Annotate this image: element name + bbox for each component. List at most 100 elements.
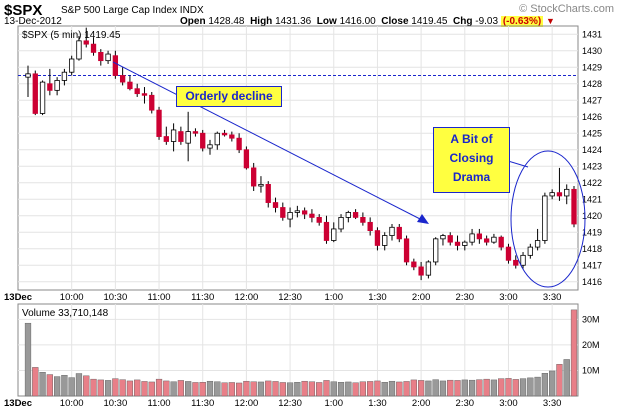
candle-body xyxy=(178,131,184,142)
volume-bar xyxy=(447,379,454,397)
candle-body xyxy=(462,241,468,246)
candle-body xyxy=(280,207,286,218)
volume-bar xyxy=(570,309,578,397)
candle-body xyxy=(411,261,417,268)
volume-bar xyxy=(425,380,432,397)
candle-body xyxy=(185,131,191,144)
candle-body xyxy=(47,83,53,91)
candle-body xyxy=(170,129,177,142)
candle-body xyxy=(382,235,388,246)
ohlc-readout: Open 1428.48 High 1431.36 Low 1416.00 Cl… xyxy=(180,16,555,27)
volume-bar xyxy=(454,380,461,397)
candle-body xyxy=(83,40,89,45)
volume-bar xyxy=(323,380,330,397)
volume-bar xyxy=(250,381,257,397)
volume-bar xyxy=(61,375,68,397)
volume-bar xyxy=(54,376,61,397)
volume-bar xyxy=(97,379,104,397)
price-tick-label: 1421 xyxy=(582,194,602,204)
time-tick-label: 2:00 xyxy=(412,292,431,303)
volume-bar xyxy=(505,378,512,397)
candle-body xyxy=(483,238,490,243)
candle-body xyxy=(229,134,235,139)
candle-body xyxy=(309,213,315,218)
volume-bar xyxy=(345,381,352,397)
candle-body xyxy=(265,183,271,203)
volume-bar xyxy=(549,370,556,397)
time-tick-label: 3:30 xyxy=(543,292,562,303)
volume-bar xyxy=(374,380,381,397)
annotation-orderly-decline: Orderly decline xyxy=(176,86,282,107)
candle-body xyxy=(119,75,126,83)
time-tick-label: 3:00 xyxy=(499,292,518,303)
volume-bar xyxy=(24,322,32,397)
candle-body xyxy=(520,254,526,266)
candle-body xyxy=(323,221,330,241)
volume-bar xyxy=(221,382,228,397)
annotation-closing-line-2: Closing xyxy=(449,151,494,165)
candle-body xyxy=(469,233,475,243)
trend-arrow-line xyxy=(112,61,425,222)
time-tick-label: 12:30 xyxy=(278,398,302,409)
price-tick-label: 1419 xyxy=(582,227,602,237)
price-tick-label: 1423 xyxy=(582,161,602,171)
volume-bar xyxy=(279,382,286,397)
volume-bar xyxy=(46,374,53,397)
candle-body xyxy=(243,149,250,169)
candle-body xyxy=(331,228,337,241)
volume-bar xyxy=(498,378,505,397)
candle-body xyxy=(192,131,199,134)
price-tick-label: 1424 xyxy=(582,145,602,155)
candle-body xyxy=(491,236,497,243)
time-tick-label: 1:30 xyxy=(368,398,387,409)
volume-bar xyxy=(294,382,301,397)
volume-bar xyxy=(316,382,323,397)
time-tick-label: 2:30 xyxy=(456,292,475,303)
time-tick-label: 10:30 xyxy=(103,292,127,303)
time-tick-label: 11:00 xyxy=(148,292,171,303)
candle-body xyxy=(200,132,206,149)
time-tick-label: 1:30 xyxy=(368,292,387,303)
candle-body xyxy=(236,137,242,151)
volume-bars xyxy=(24,309,578,397)
candle-body xyxy=(403,238,410,263)
candle-body xyxy=(294,210,301,213)
low-value: 1416.00 xyxy=(339,16,376,27)
candle-body xyxy=(105,53,111,62)
candle-body xyxy=(374,230,381,246)
index-name: S&P 500 Large Cap Index xyxy=(61,5,178,16)
volume-bar xyxy=(468,379,476,397)
volume-bar xyxy=(214,381,221,397)
time-tick-label: 12:00 xyxy=(235,398,259,409)
chart-date: 13-Dec-2012 xyxy=(4,16,62,27)
x-axis-labels: 13Dec 13Dec 10:00 10:00 10:30 10:30 11:00 11:00… xyxy=(4,292,561,409)
candle-body xyxy=(513,259,519,266)
time-tick-label: 1:00 xyxy=(325,292,344,303)
volume-bar xyxy=(206,380,214,397)
volume-bar xyxy=(192,382,199,397)
price-tick-label: 1422 xyxy=(582,178,602,188)
candle-body xyxy=(127,81,133,90)
time-tick-label: 10:30 xyxy=(103,398,127,409)
volume-bar xyxy=(396,381,403,397)
low-label: Low xyxy=(316,16,337,27)
chart-subtitle: S&P 500 Large Cap Index INDX xyxy=(61,5,204,16)
annotation-closing-drama: A Bit of Closing Drama xyxy=(433,127,510,193)
volume-bar xyxy=(308,381,316,397)
volume-bar xyxy=(148,381,155,397)
volume-bar xyxy=(519,378,527,397)
volume-tick-label: 10M xyxy=(582,365,600,375)
candle-body xyxy=(338,216,344,230)
volume-bar xyxy=(352,382,359,397)
candle-body xyxy=(214,132,220,146)
volume-bar xyxy=(126,380,134,397)
candle-body xyxy=(32,73,38,114)
volume-bar xyxy=(119,379,126,397)
volume-bar xyxy=(155,378,163,397)
time-tick-label: 13Dec xyxy=(4,292,32,303)
price-tick-label: 1417 xyxy=(582,260,602,270)
candle-body xyxy=(221,132,228,136)
volume-bar xyxy=(490,379,498,397)
price-legend: $SPX (5 min) 1419.45 xyxy=(22,30,121,41)
